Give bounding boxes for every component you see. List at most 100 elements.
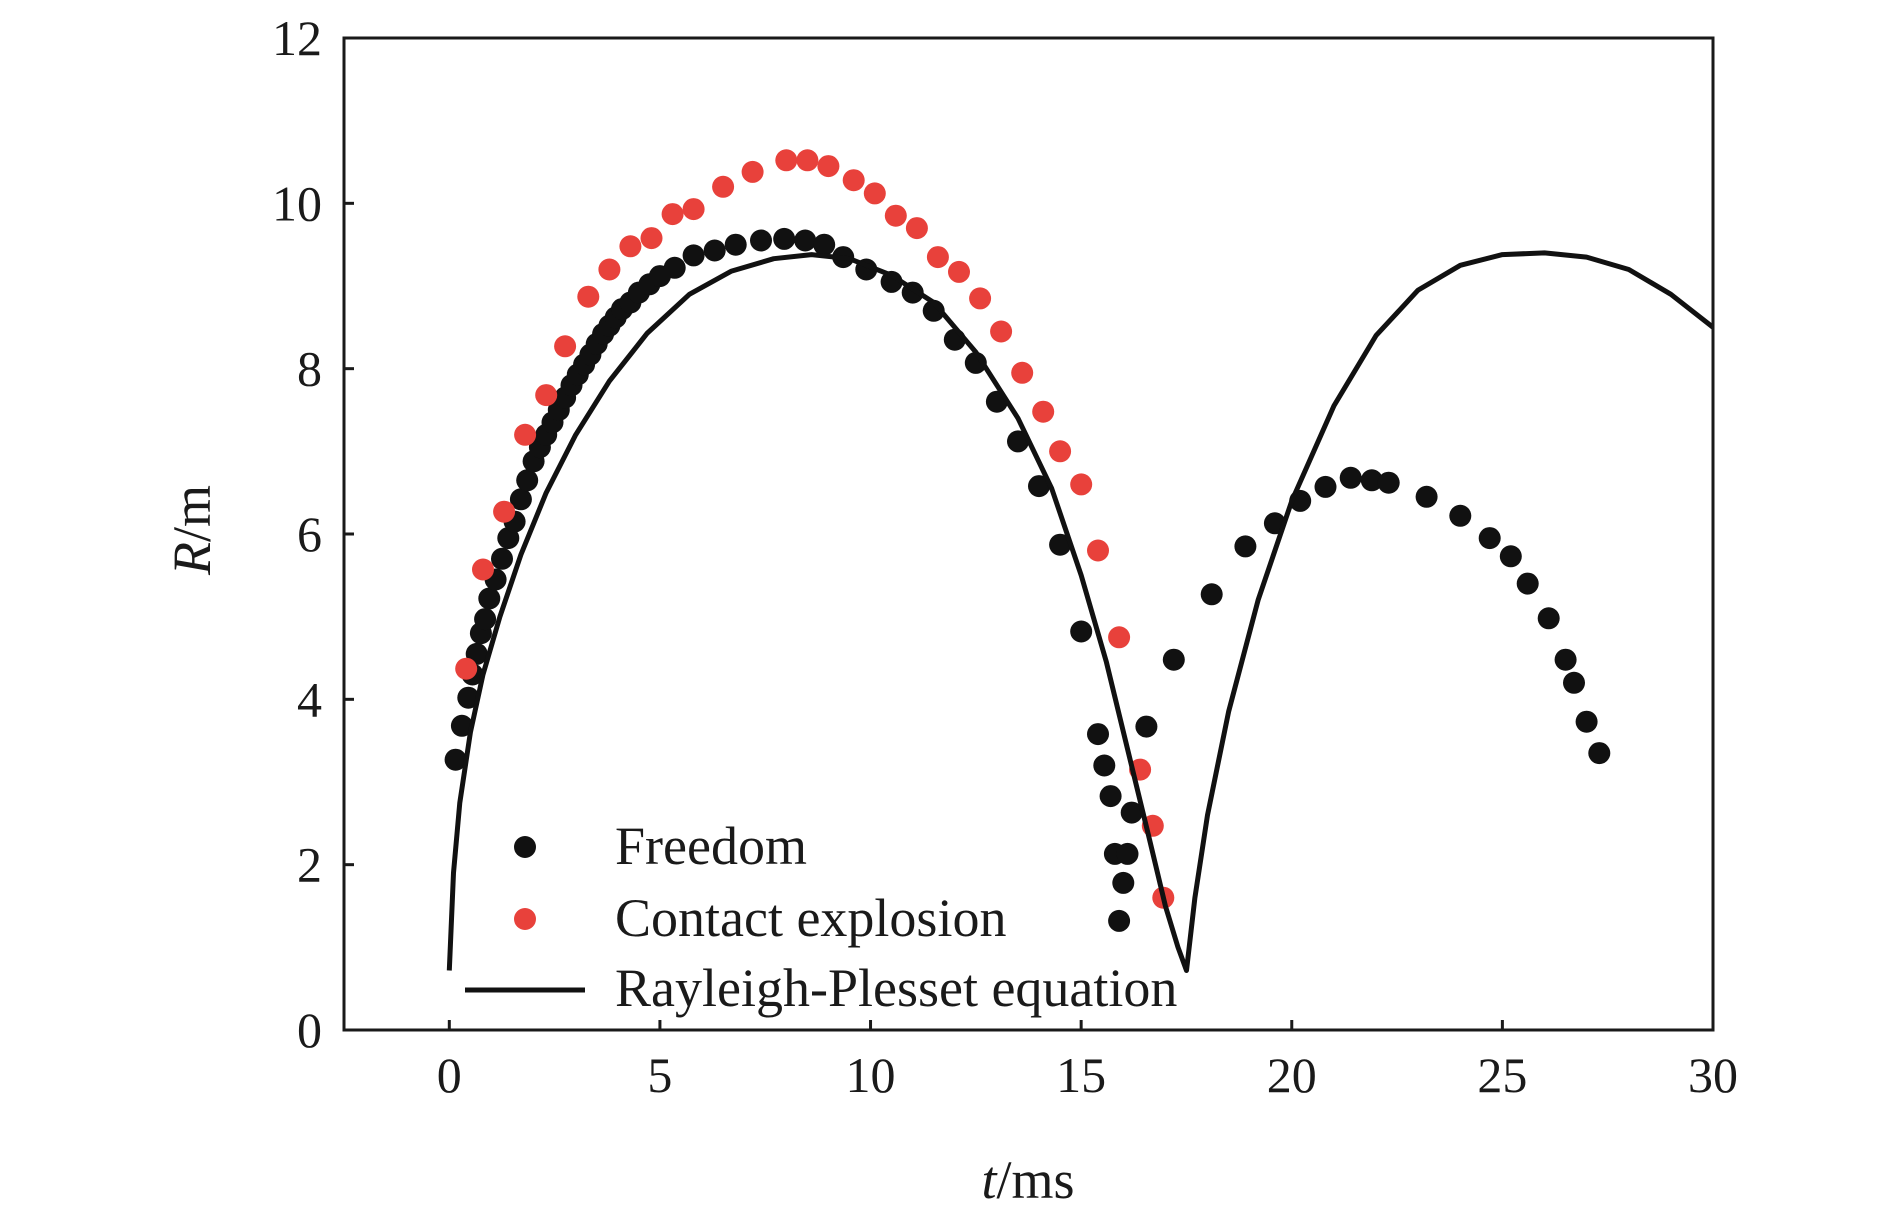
legend: Freedom Contact explosion Rayleigh-Pless… <box>465 816 1177 1018</box>
point-contact-explosion <box>598 258 621 281</box>
point-freedom <box>1135 715 1158 738</box>
point-freedom <box>1116 842 1139 865</box>
point-freedom <box>703 239 726 262</box>
point-freedom <box>1112 871 1135 894</box>
point-contact-explosion <box>554 335 577 358</box>
y-tick-label: 0 <box>297 1002 322 1058</box>
point-contact-explosion <box>455 657 478 680</box>
point-freedom <box>450 714 473 737</box>
point-contact-explosion <box>619 235 642 258</box>
point-freedom <box>457 686 480 709</box>
point-freedom <box>1554 648 1577 671</box>
point-freedom <box>1537 607 1560 630</box>
y-tick-label: 10 <box>272 175 322 231</box>
point-freedom <box>1339 466 1362 489</box>
point-contact-explosion <box>884 204 907 227</box>
legend-marker-freedom <box>514 836 536 858</box>
point-freedom <box>1070 620 1093 643</box>
point-freedom <box>1049 533 1072 556</box>
point-contact-explosion <box>493 500 516 523</box>
point-contact-explosion <box>905 217 928 240</box>
point-contact-explosion <box>842 169 865 192</box>
point-contact-explosion <box>577 285 600 308</box>
point-freedom <box>1314 475 1337 498</box>
point-contact-explosion <box>1070 473 1093 496</box>
point-contact-explosion <box>796 149 819 172</box>
x-tick-label: 5 <box>647 1047 672 1103</box>
y-tick-label: 2 <box>297 837 322 893</box>
point-contact-explosion <box>1108 626 1131 649</box>
point-freedom <box>1360 469 1383 492</box>
point-freedom <box>773 227 796 250</box>
x-axis-unit: /ms <box>996 1150 1074 1210</box>
point-contact-explosion <box>990 320 1013 343</box>
point-freedom <box>497 527 520 550</box>
point-contact-explosion <box>1087 539 1109 562</box>
point-contact-explosion <box>775 149 798 172</box>
point-contact-explosion <box>969 287 992 310</box>
point-contact-explosion <box>472 558 494 581</box>
point-freedom <box>663 256 686 279</box>
point-freedom <box>813 233 836 256</box>
legend-marker-contact-explosion <box>514 908 536 930</box>
point-contact-explosion <box>1049 440 1072 463</box>
point-contact-explosion <box>712 175 735 198</box>
x-tick-label: 10 <box>846 1047 896 1103</box>
point-freedom <box>474 608 497 631</box>
point-contact-explosion <box>741 160 764 183</box>
point-freedom <box>1093 754 1116 777</box>
point-contact-explosion <box>863 182 886 205</box>
point-freedom <box>509 488 532 511</box>
chart-marks <box>444 149 1713 973</box>
point-freedom <box>1200 583 1223 606</box>
point-freedom <box>491 547 513 570</box>
y-tick-label: 8 <box>297 341 322 397</box>
x-tick-label: 30 <box>1688 1047 1738 1103</box>
series-line-rayleigh-plesset-equation <box>446 250 1713 973</box>
point-freedom <box>1575 710 1598 733</box>
point-freedom <box>1516 572 1539 595</box>
point-contact-explosion <box>817 155 840 178</box>
y-tick-label: 6 <box>297 506 322 562</box>
x-axis-var: t <box>981 1150 998 1210</box>
y-axis-title: R/m <box>162 485 222 576</box>
point-freedom <box>1415 485 1438 508</box>
point-contact-explosion <box>948 260 970 283</box>
point-freedom <box>478 587 501 610</box>
x-tick-label: 0 <box>437 1047 462 1103</box>
y-axis-var: R <box>162 542 222 576</box>
axis-ticks <box>344 36 1715 1032</box>
point-freedom <box>1563 671 1585 694</box>
y-tick-label: 4 <box>297 671 322 727</box>
point-freedom <box>750 229 772 252</box>
point-freedom <box>1007 430 1029 453</box>
legend-label-freedom: Freedom <box>615 816 807 876</box>
point-freedom <box>1108 909 1131 932</box>
x-tick-label: 15 <box>1056 1047 1106 1103</box>
legend-label-rayleigh-plesset: Rayleigh-Plesset equation <box>615 958 1177 1018</box>
point-freedom <box>794 229 817 252</box>
y-tick-label: 12 <box>272 10 322 66</box>
point-freedom <box>1588 742 1611 765</box>
point-freedom <box>1087 723 1109 746</box>
point-contact-explosion <box>1011 361 1034 384</box>
point-contact-explosion <box>926 246 949 269</box>
legend-label-contact-explosion: Contact explosion <box>615 888 1006 948</box>
plot-frame <box>342 36 1715 1032</box>
point-freedom <box>1162 648 1185 671</box>
point-freedom <box>1377 471 1400 494</box>
point-freedom <box>1120 801 1143 824</box>
x-tick-label: 25 <box>1477 1047 1527 1103</box>
point-freedom <box>1499 545 1522 568</box>
x-tick-label: 20 <box>1267 1047 1317 1103</box>
point-freedom <box>682 244 705 267</box>
point-contact-explosion <box>661 203 684 226</box>
point-freedom <box>1099 785 1122 808</box>
point-freedom <box>724 233 747 256</box>
point-contact-explosion <box>514 423 537 446</box>
point-contact-explosion <box>682 198 705 221</box>
y-axis-unit: /m <box>162 485 222 542</box>
point-freedom <box>1449 504 1472 527</box>
point-contact-explosion <box>640 227 663 250</box>
